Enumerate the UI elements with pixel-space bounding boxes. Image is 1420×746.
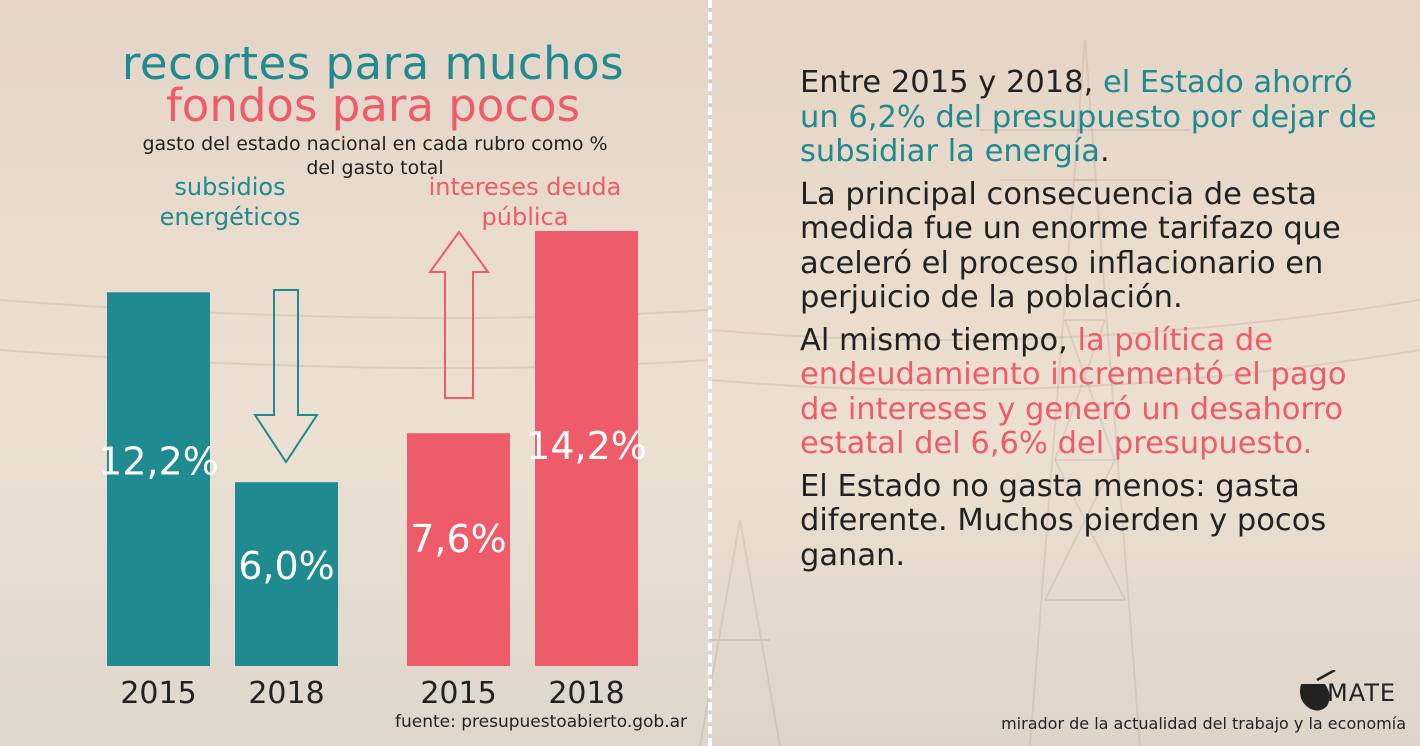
bar-chart: 12,2% 2015 6,0% 2018 7,6% 2015 14,2% 2018 xyxy=(98,230,647,711)
x-tick-label-1-0: 2015 xyxy=(420,676,496,711)
paragraph-3-intro: Al mismo tiempo, xyxy=(800,322,1078,358)
bar-value-label-0-0: 12,2% xyxy=(98,439,219,483)
x-tick-label-0-1: 2018 xyxy=(248,676,324,711)
paragraph-1-intro: Entre 2015 y 2018, xyxy=(800,65,1103,100)
bar-1-1 xyxy=(535,231,638,666)
brand-logo-word: MATE xyxy=(1327,679,1397,707)
paragraph-1-highlight: el Estado ahorró un 6,2% del presupuesto… xyxy=(800,65,1377,169)
brand-tagline: mirador de la actualidad del trabajo y l… xyxy=(1001,714,1406,733)
bar-value-label-0-1: 6,0% xyxy=(238,544,335,588)
bar-0-1 xyxy=(235,482,338,666)
paragraph-3: Al mismo tiempo, la política de endeudam… xyxy=(800,322,1390,462)
up-arrow-icon xyxy=(428,230,490,399)
paragraph-1-end: . xyxy=(1099,134,1110,169)
paragraph-4: El Estado no gasta menos: gasta diferent… xyxy=(800,468,1327,573)
chart-subtitle: gasto del estado nacional en cada rubro … xyxy=(142,133,608,179)
bar-value-label-1-0: 7,6% xyxy=(410,517,507,561)
dashed-divider xyxy=(708,0,712,746)
bar-value-label-1-1: 14,2% xyxy=(526,424,647,468)
x-tick-label-0-0: 2015 xyxy=(120,676,196,711)
group-label-subsidios: subsidios energéticos xyxy=(159,173,301,231)
paragraph-2: La principal consecuencia de esta medida… xyxy=(800,176,1341,315)
right-panel-background xyxy=(712,0,1420,746)
source-note: fuente: presupuestoabierto.gob.ar xyxy=(395,712,688,732)
mate-gourd-icon xyxy=(1300,670,1336,711)
right-text-panel: Entre 2015 y 2018, el Estado ahorró un 6… xyxy=(800,65,1390,581)
down-arrow-icon xyxy=(253,289,319,464)
chart-title-line1: recortes para muchos xyxy=(121,37,625,90)
bar-0-0 xyxy=(107,292,210,666)
paragraph-1: Entre 2015 y 2018, el Estado ahorró un 6… xyxy=(800,65,1390,170)
x-tick-label-1-1: 2018 xyxy=(548,676,624,711)
paragraph-3-highlight: la política de endeudamiento incrementó … xyxy=(800,322,1347,461)
chart-title-line2: fondos para pocos xyxy=(165,79,581,132)
bar-1-0 xyxy=(407,433,510,666)
group-label-intereses: intereses deuda pública xyxy=(428,173,622,231)
